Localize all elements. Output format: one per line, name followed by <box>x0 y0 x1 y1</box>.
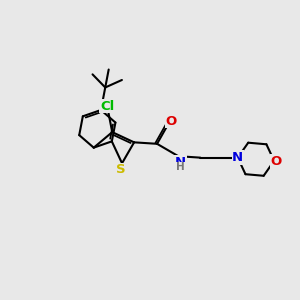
Text: N: N <box>232 151 243 164</box>
Text: S: S <box>116 163 125 176</box>
Text: O: O <box>165 115 176 128</box>
Text: O: O <box>270 155 281 168</box>
Text: N: N <box>175 156 186 169</box>
Text: H: H <box>176 162 185 172</box>
Text: Cl: Cl <box>100 100 114 112</box>
